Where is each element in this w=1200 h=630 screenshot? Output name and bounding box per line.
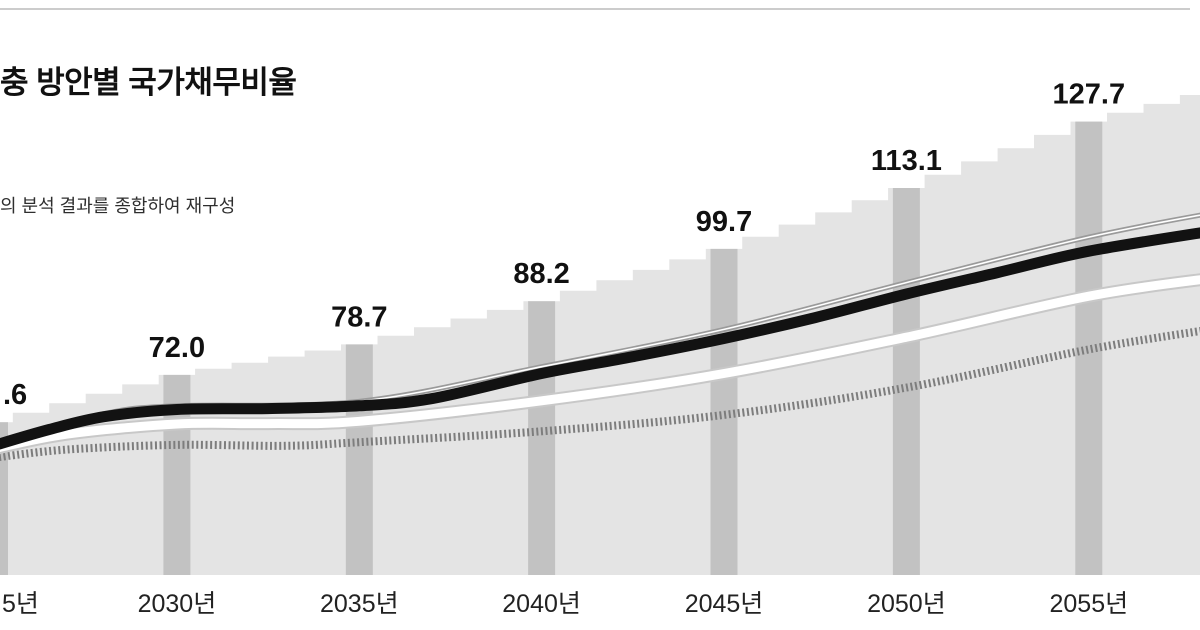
- x-axis-label: 2040년: [502, 590, 581, 618]
- source-note: 의 분석 결과를 종합하여 재구성: [0, 196, 236, 216]
- value-label: 113.1: [871, 145, 942, 177]
- x-axis-label: 2045년: [685, 590, 764, 618]
- year-marker-bar: [528, 301, 556, 575]
- year-marker-bar: [1075, 121, 1103, 575]
- value-label: 72.0: [149, 332, 205, 364]
- x-axis-label: 5년: [2, 590, 39, 618]
- x-axis-label: 2050년: [867, 590, 946, 618]
- value-label: 78.7: [331, 301, 387, 333]
- value-label: 99.7: [696, 206, 752, 238]
- black-line-series: [0, 227, 1200, 450]
- x-axis-label: 2035년: [320, 590, 399, 618]
- x-axis-label: 2030년: [138, 590, 217, 618]
- hatched-line-series: [0, 327, 1200, 462]
- top-divider: [0, 8, 1190, 10]
- x-axis-label: 2055년: [1049, 590, 1128, 618]
- value-label: 127.7: [1053, 79, 1126, 111]
- value-label: .6: [3, 379, 27, 411]
- chart-title: 충 방안별 국가채무비율: [0, 65, 297, 100]
- year-marker-bar: [892, 188, 920, 575]
- year-marker-bar: [0, 422, 8, 575]
- value-label: 88.2: [513, 258, 569, 290]
- year-marker-bar: [345, 344, 373, 575]
- white-line-series: [0, 275, 1200, 453]
